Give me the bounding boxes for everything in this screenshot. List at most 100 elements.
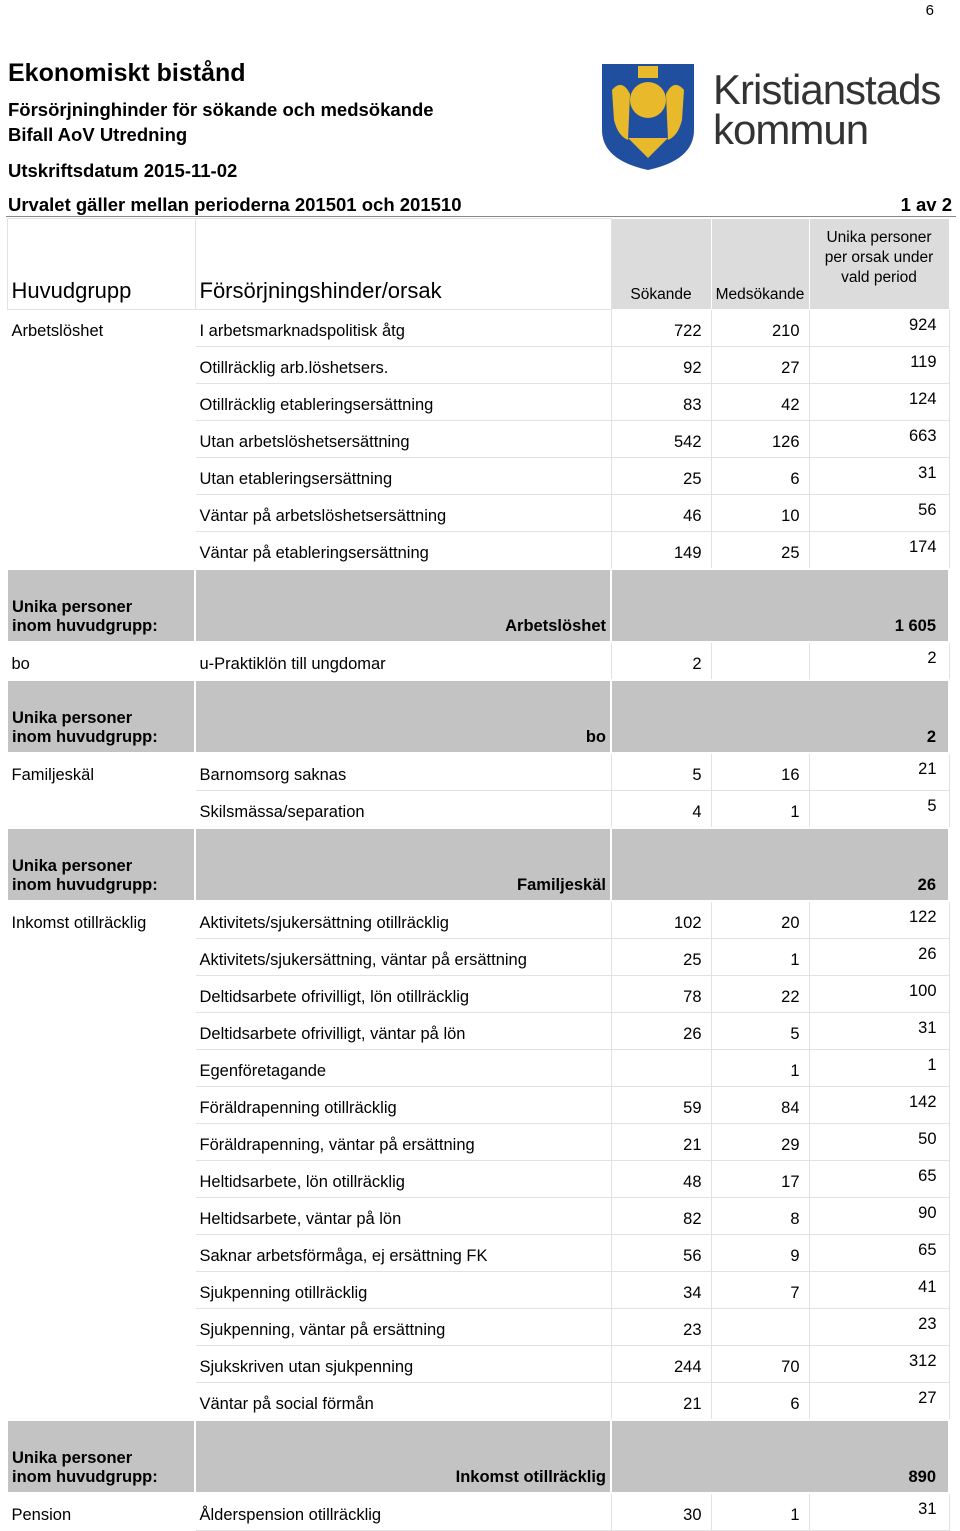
applicants: 2 <box>610 641 712 681</box>
co-applicants <box>710 1308 810 1346</box>
table: Huvudgrupp Försörjningshinder/orsak Sökand… <box>6 218 950 1531</box>
co-applicants: 1 <box>710 1492 810 1531</box>
summary-label: Unika personer inom huvudgrupp: <box>6 568 196 643</box>
applicants: 244 <box>610 1345 712 1383</box>
group-name: bo <box>6 641 196 681</box>
reason: Heltidsarbete, lön otillräcklig <box>194 1160 612 1198</box>
co-applicants: 210 <box>710 309 810 347</box>
group-name <box>6 1123 196 1161</box>
unique-persons: 31 <box>808 457 950 495</box>
summary-label-line: Unika personer <box>12 1449 133 1467</box>
summary-label-line: inom huvudgrupp: <box>12 728 158 746</box>
data-row: Utan arbetslöshetsersättning 542 126 663 <box>6 420 950 458</box>
unique-persons: 122 <box>808 900 950 939</box>
logo-text: kommun <box>713 106 869 153</box>
co-applicants: 7 <box>710 1271 810 1309</box>
group-name <box>6 1086 196 1124</box>
reason: Aktivitets/sjukersättning otillräcklig <box>194 900 612 939</box>
applicants: 23 <box>610 1308 712 1346</box>
summary-row: Unika personer inom huvudgrupp: Arbetslösh… <box>6 568 950 643</box>
group-name: Arbetslöshet <box>6 309 196 347</box>
applicants: 5 <box>610 752 712 791</box>
summary-group: bo <box>194 679 612 754</box>
data-row: Heltidsarbete, lön otillräcklig 48 17 65 <box>6 1160 950 1198</box>
reason: Föräldrapenning otillräcklig <box>194 1086 612 1124</box>
reason: Barnomsorg saknas <box>194 752 612 791</box>
group-name <box>6 1012 196 1050</box>
unique-persons: 23 <box>808 1308 950 1346</box>
unique-persons: 27 <box>808 1382 950 1421</box>
co-applicants: 25 <box>710 531 810 570</box>
co-applicants: 1 <box>710 790 810 829</box>
data-row: Otillräcklig arb.löshetsers. 92 27 119 <box>6 346 950 384</box>
applicants: 21 <box>610 1123 712 1161</box>
summary-total: 890 <box>610 1419 950 1494</box>
co-applicants: 1 <box>710 1049 810 1087</box>
data-row: Heltidsarbete, väntar på lön 82 8 90 <box>6 1197 950 1235</box>
applicants: 30 <box>610 1492 712 1531</box>
co-applicants: 9 <box>710 1234 810 1272</box>
data-row: Saknar arbetsförmåga, ej ersättning FK 56… <box>6 1234 950 1272</box>
data-row: Inkomst otillräcklig Aktivitets/sjukersät… <box>6 900 950 939</box>
reason: Egenföretagande <box>194 1049 612 1087</box>
page-number: 6 <box>925 2 934 19</box>
group-name <box>6 1345 196 1383</box>
subtitle: Försörjninghinder för sökande och medsök… <box>8 99 434 120</box>
co-applicants: 6 <box>710 1382 810 1421</box>
data-row: Deltidsarbete ofrivilligt, lön otillräck… <box>6 975 950 1013</box>
group-name <box>6 346 196 384</box>
applicants: 4 <box>610 790 712 829</box>
data-row: Pension Ålderspension otillräcklig 30 1 31 <box>6 1492 950 1531</box>
unique-persons: 65 <box>808 1234 950 1272</box>
group-name <box>6 457 196 495</box>
data-row: Sjukpenning, väntar på ersättning 23 23 <box>6 1308 950 1346</box>
co-applicants <box>710 641 810 681</box>
column-header: Unika personer per orsak under vald peri… <box>808 218 950 310</box>
unique-persons: 41 <box>808 1271 950 1309</box>
group-name <box>6 1049 196 1087</box>
data-row: Aktivitets/sjukersättning, väntar på ers… <box>6 938 950 976</box>
group-name <box>6 1308 196 1346</box>
summary-label-line: inom huvudgrupp: <box>12 1468 158 1486</box>
group-name: Familjeskäl <box>6 752 196 791</box>
summary-row: Unika personer inom huvudgrupp: bo 2 <box>6 679 950 754</box>
co-applicants: 22 <box>710 975 810 1013</box>
group-name <box>6 1160 196 1198</box>
applicants: 21 <box>610 1382 712 1421</box>
group-name <box>6 790 196 829</box>
co-applicants: 16 <box>710 752 810 791</box>
reason: Aktivitets/sjukersättning, väntar på ers… <box>194 938 612 976</box>
co-applicants: 126 <box>710 420 810 458</box>
data-row: Väntar på social förmån 21 6 27 <box>6 1382 950 1421</box>
group-name <box>6 1271 196 1309</box>
unique-persons: 174 <box>808 531 950 570</box>
unique-persons: 100 <box>808 975 950 1013</box>
reason: Sjukpenning, väntar på ersättning <box>194 1308 612 1346</box>
summary-group: Arbetslöshet <box>194 568 612 643</box>
co-applicants: 8 <box>710 1197 810 1235</box>
data-row: Egenföretagande 1 1 <box>6 1049 950 1087</box>
data-row: Utan etableringsersättning 25 6 31 <box>6 457 950 495</box>
applicants: 26 <box>610 1012 712 1050</box>
applicants <box>610 1049 712 1087</box>
unique-persons: 56 <box>808 494 950 532</box>
group-name <box>6 1197 196 1235</box>
reason: I arbetsmarknadspolitisk åtg <box>194 309 612 347</box>
subtitle: Bifall AoV Utredning <box>8 124 188 145</box>
data-row: Väntar på etableringsersättning 149 25 174 <box>6 531 950 570</box>
group-name: Pension <box>6 1492 196 1531</box>
co-applicants: 29 <box>710 1123 810 1161</box>
reason: Väntar på social förmån <box>194 1382 612 1421</box>
reason: u-Praktiklön till ungdomar <box>194 641 612 681</box>
summary-label: Unika personer inom huvudgrupp: <box>6 827 196 902</box>
print-date: Utskriftsdatum 2015-11-02 <box>8 160 238 181</box>
group-name <box>6 494 196 532</box>
reason: Skilsmässa/separation <box>194 790 612 829</box>
reason: Föräldrapenning, väntar på ersättning <box>194 1123 612 1161</box>
summary-label: Unika personer inom huvudgrupp: <box>6 1419 196 1494</box>
applicants: 78 <box>610 975 712 1013</box>
page-count: 1 av 2 <box>900 194 952 215</box>
applicants: 722 <box>610 309 712 347</box>
column-header: Sökande <box>610 218 712 310</box>
applicants: 59 <box>610 1086 712 1124</box>
